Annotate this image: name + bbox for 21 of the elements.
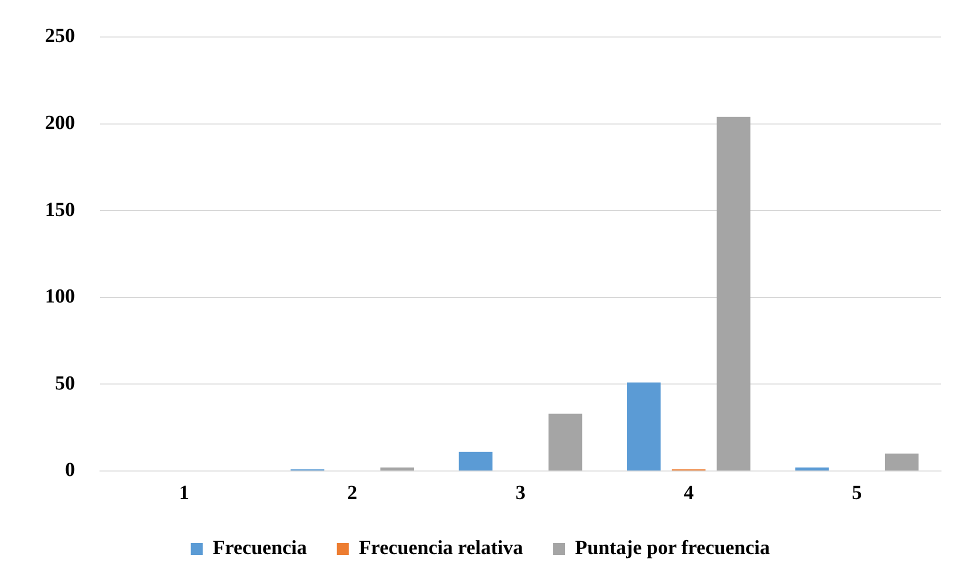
bar — [458, 452, 492, 470]
bar — [627, 382, 661, 470]
x-tick-label: 5 — [852, 482, 862, 504]
y-tick-label: 200 — [45, 112, 75, 134]
bar — [884, 454, 919, 470]
legend-label: Frecuencia — [212, 537, 307, 560]
legend-label: Puntaje por frecuencia — [575, 537, 770, 560]
x-tick-label: 4 — [684, 482, 694, 504]
y-tick-label: 0 — [65, 459, 75, 482]
y-tick-label: 50 — [55, 372, 75, 394]
x-tick-label: 3 — [516, 482, 526, 504]
y-tick-label: 150 — [45, 198, 75, 221]
bar — [795, 468, 829, 470]
x-tick-label: 1 — [179, 482, 190, 504]
y-tick-label: 100 — [45, 286, 75, 308]
x-tick-label: 2 — [347, 482, 358, 504]
bar — [380, 468, 414, 470]
bar — [716, 116, 750, 470]
y-tick-label: 250 — [45, 25, 75, 48]
bar — [548, 414, 582, 470]
legend-label: Frecuencia relativa — [358, 537, 524, 560]
